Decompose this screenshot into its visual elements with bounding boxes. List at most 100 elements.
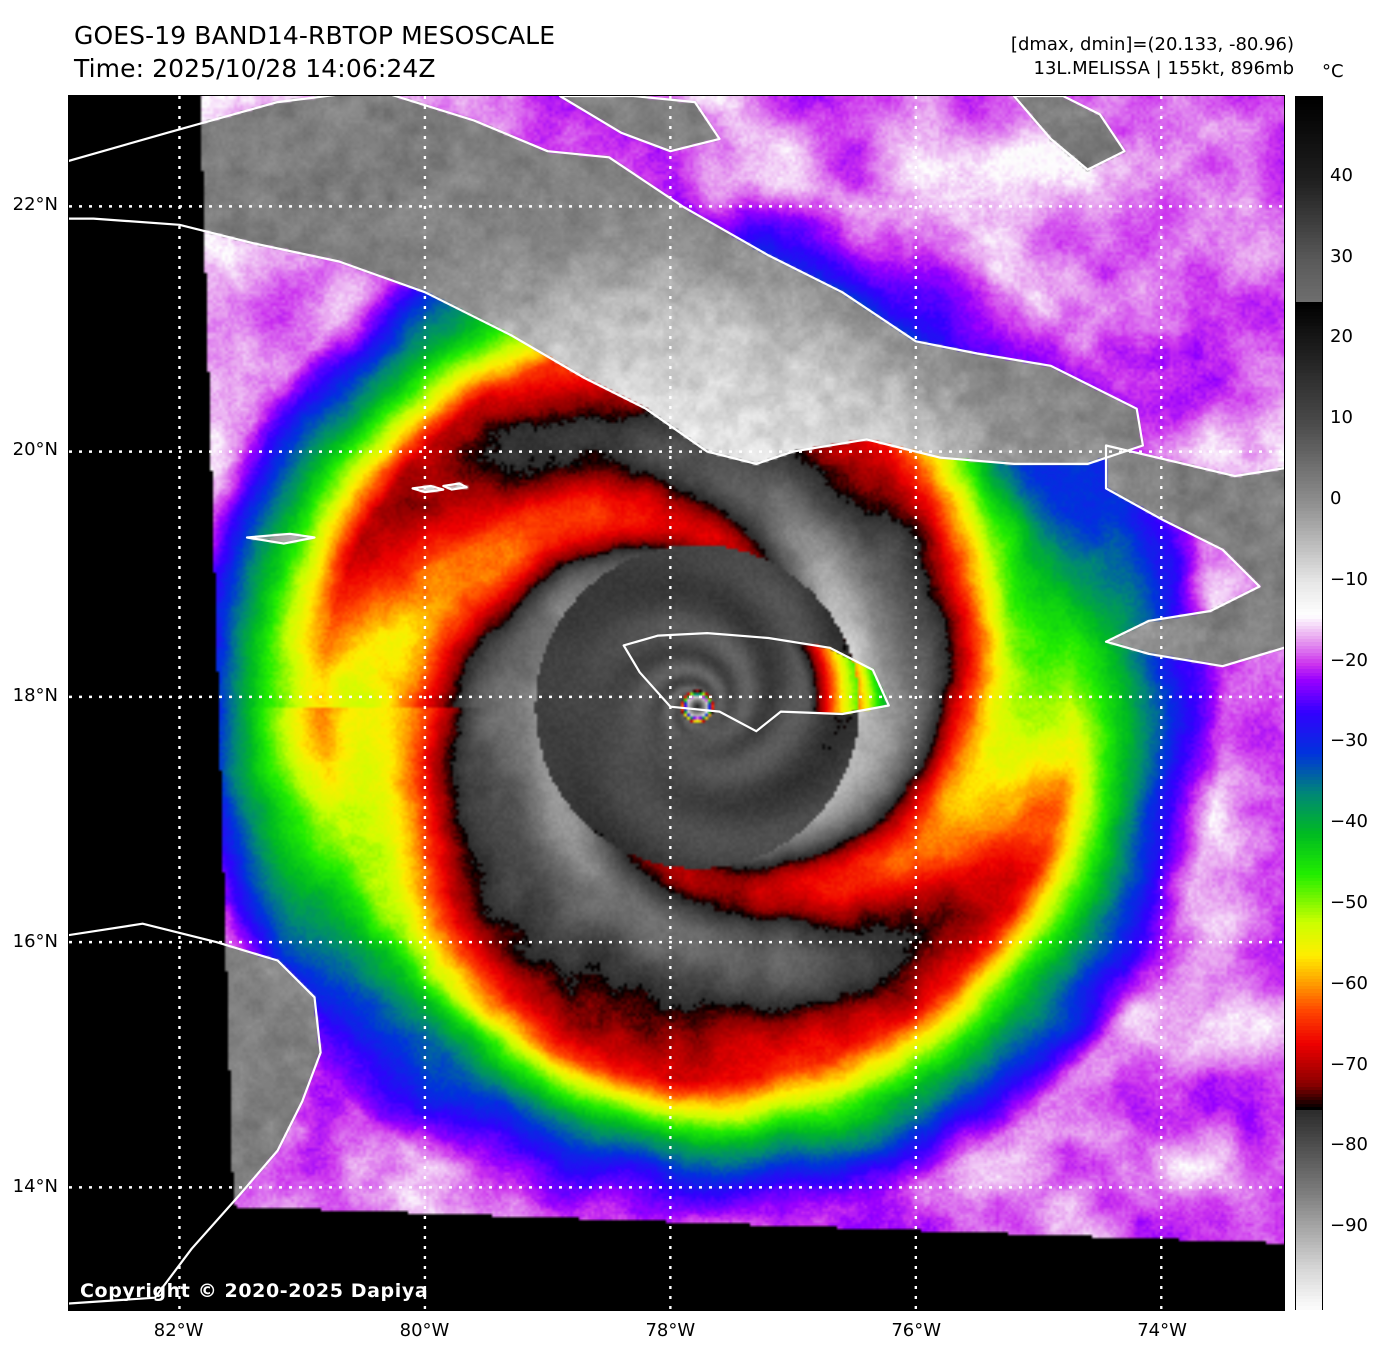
colorbar-band (1296, 837, 1322, 842)
colorbar-band (1296, 534, 1322, 539)
colorbar-band (1296, 426, 1322, 432)
colorbar-band (1296, 1261, 1322, 1267)
colorbar-tick-label: −10 (1330, 568, 1368, 590)
colorbar-band (1296, 1036, 1322, 1041)
colorbar-band (1296, 931, 1322, 937)
coastline-path (69, 96, 1144, 465)
colorbar-band (1296, 1117, 1322, 1122)
colorbar-band (1296, 972, 1322, 977)
colorbar-band (1296, 790, 1322, 795)
colorbar-band (1296, 1204, 1322, 1209)
coastline-path (69, 922, 322, 1305)
colorbar-band (1296, 1288, 1322, 1294)
colorbar-band (1296, 1019, 1322, 1024)
colorbar-band (1296, 315, 1322, 321)
colorbar-band (1296, 1100, 1322, 1105)
colorbar-band (1296, 558, 1322, 563)
coastline-path (622, 632, 890, 733)
colorbar-band (1296, 235, 1322, 240)
colorbar-band (1296, 1224, 1322, 1230)
colorbar-band (1296, 386, 1322, 391)
colorbar-band (1296, 413, 1322, 418)
colorbar-band (1296, 760, 1322, 765)
colorbar-band (1296, 1251, 1322, 1257)
colorbar-band (1296, 346, 1322, 351)
colorbar-band (1296, 659, 1322, 664)
colorbar-band (1296, 524, 1322, 529)
satellite-imagery-canvas[interactable] (68, 95, 1285, 1311)
colorbar-band (1296, 780, 1322, 785)
colorbar-band (1296, 729, 1322, 735)
colorbar-band (1296, 329, 1322, 334)
colorbar-band (1296, 800, 1322, 805)
colorbar-band (1296, 992, 1322, 997)
colorbar-band (1296, 272, 1322, 277)
colorbar-band (1296, 679, 1322, 684)
colorbar-band (1296, 292, 1322, 297)
colorbar-band (1296, 140, 1322, 146)
colorbar-band (1296, 362, 1322, 368)
colorbar-band (1296, 322, 1322, 327)
colorbar-band (1296, 1164, 1322, 1169)
colorbar-band (1296, 218, 1322, 223)
colorbar-band (1296, 447, 1322, 452)
colorbar-band (1296, 443, 1322, 449)
colorbar-band (1296, 278, 1322, 284)
colorbar-band (1296, 615, 1322, 620)
colorbar-band (1296, 908, 1322, 913)
colorbar-band (1296, 703, 1322, 708)
colorbar-band (1296, 891, 1322, 896)
colorbar-band (1296, 955, 1322, 960)
coastline-path (1104, 444, 1284, 668)
colorbar-band (1296, 1265, 1322, 1270)
colorbar-band (1296, 194, 1322, 199)
colorbar-band (1296, 201, 1322, 206)
colorbar-band (1296, 1231, 1322, 1236)
colorbar-band (1296, 541, 1322, 546)
colorbar-band (1296, 369, 1322, 374)
colorbar-tick-label: −30 (1330, 730, 1368, 752)
colorbar-band (1296, 881, 1322, 886)
colorbar-tick-label: 30 (1330, 245, 1353, 267)
colorbar-band (1296, 639, 1322, 644)
colorbar-band (1296, 507, 1322, 512)
colorbar-band (1296, 1258, 1322, 1263)
colorbar[interactable] (1295, 96, 1323, 1310)
colorbar-band (1296, 905, 1322, 910)
colorbar-band (1296, 864, 1322, 869)
title-block: GOES-19 BAND14-RBTOP MESOSCALE Time: 202… (74, 20, 555, 85)
colorbar-band (1296, 164, 1322, 169)
colorbar-band (1296, 999, 1322, 1004)
colorbar-tick-label: 10 (1330, 407, 1353, 429)
colorbar-band (1296, 1234, 1322, 1240)
colorbar-band (1296, 1073, 1322, 1078)
colorbar-band (1296, 665, 1322, 671)
colorbar-band (1296, 945, 1322, 950)
metadata-block: [dmax, dmin]=(20.133, -80.96) 13L.MELISS… (1011, 33, 1294, 81)
colorbar-band (1296, 396, 1322, 401)
colorbar-band (1296, 1228, 1322, 1233)
y-axis-tick-label: 14°N (12, 1176, 58, 1198)
colorbar-band (1296, 373, 1322, 378)
colorbar-band (1296, 1150, 1322, 1156)
timestamp-label: Time: 2025/10/28 14:06:24Z (74, 53, 436, 83)
colorbar-band (1296, 554, 1322, 560)
colorbar-band (1296, 1275, 1322, 1280)
ir-brightness-temperature-field (69, 96, 1284, 1310)
colorbar-band (1296, 911, 1322, 916)
colorbar-band (1296, 713, 1322, 718)
colorbar-band (1296, 686, 1322, 691)
y-axis-tick-label: 18°N (12, 684, 58, 706)
colorbar-band (1296, 332, 1322, 337)
colorbar-band (1296, 450, 1322, 455)
colorbar-band (1296, 1123, 1322, 1129)
colorbar-band (1296, 123, 1322, 129)
colorbar-band (1296, 689, 1322, 694)
colorbar-band (1296, 113, 1322, 119)
colorbar-band (1296, 1056, 1322, 1061)
colorbar-band (1296, 1090, 1322, 1095)
coastline-path (558, 96, 721, 153)
colorbar-band (1296, 1043, 1322, 1048)
colorbar-band (1296, 144, 1322, 149)
